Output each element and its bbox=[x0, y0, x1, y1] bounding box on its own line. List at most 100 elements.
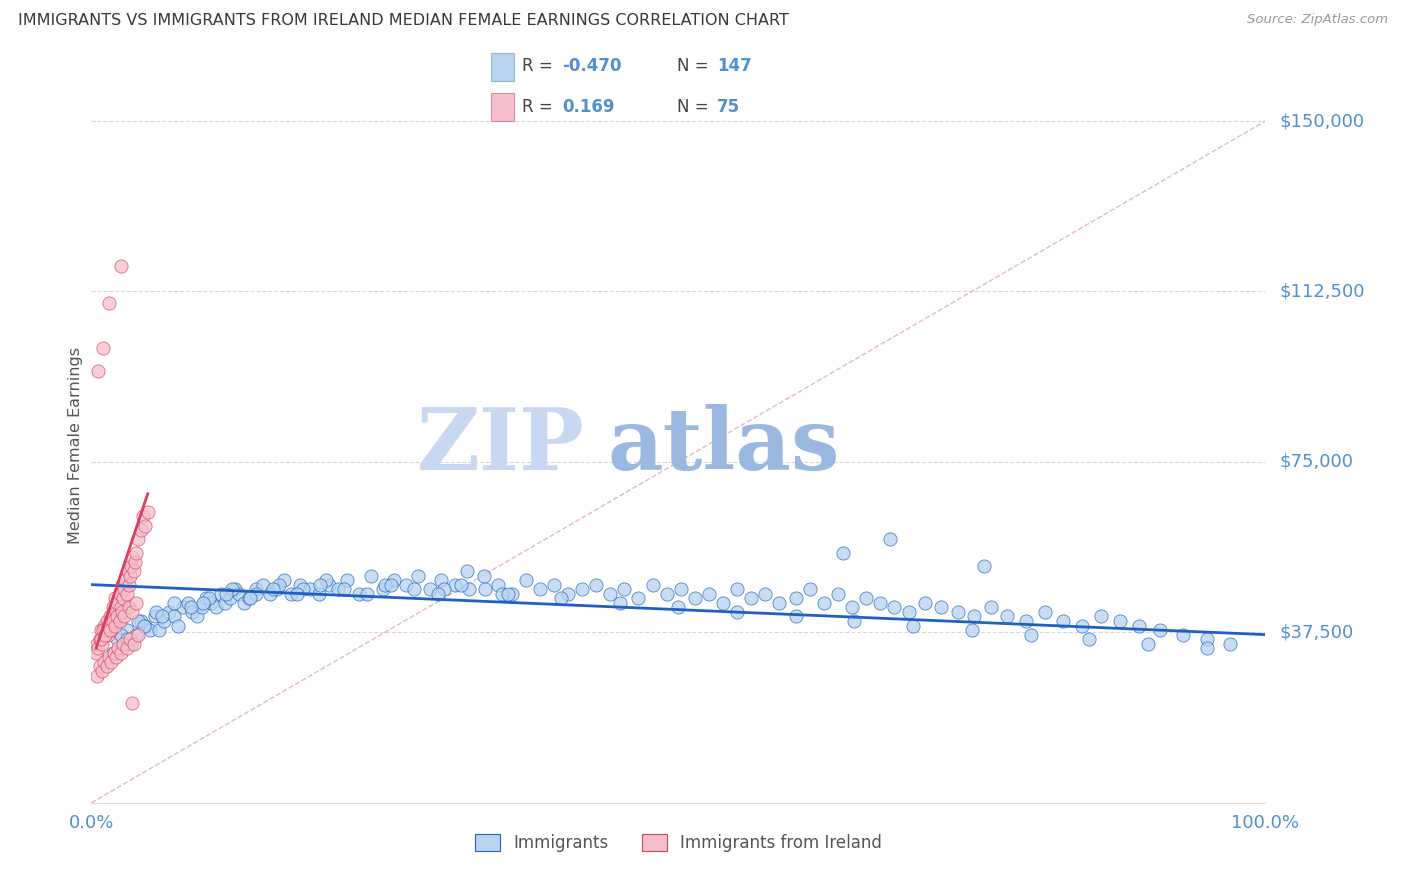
Point bbox=[655, 587, 678, 601]
Point bbox=[318, 577, 340, 591]
Point bbox=[432, 582, 454, 597]
Point bbox=[1219, 637, 1241, 651]
Point bbox=[491, 587, 513, 601]
Point bbox=[129, 614, 152, 628]
Point bbox=[472, 568, 495, 582]
Point bbox=[110, 627, 132, 641]
Point bbox=[291, 582, 314, 597]
Point bbox=[91, 664, 114, 678]
Point bbox=[841, 600, 863, 615]
Point bbox=[456, 564, 478, 578]
Point bbox=[120, 632, 142, 647]
Point bbox=[157, 605, 180, 619]
Point bbox=[308, 587, 330, 601]
Point bbox=[360, 568, 382, 582]
Point bbox=[395, 577, 418, 591]
Point bbox=[90, 632, 112, 647]
Point bbox=[205, 600, 228, 615]
Point bbox=[125, 596, 148, 610]
Point bbox=[118, 577, 141, 591]
Point bbox=[104, 591, 127, 606]
Point bbox=[112, 582, 135, 597]
Point bbox=[115, 623, 138, 637]
Point bbox=[100, 623, 122, 637]
Point bbox=[960, 623, 983, 637]
Point bbox=[121, 550, 143, 565]
Point bbox=[901, 618, 924, 632]
Point bbox=[347, 587, 370, 601]
Point bbox=[1090, 609, 1112, 624]
Point bbox=[1052, 614, 1074, 628]
Point bbox=[799, 582, 821, 597]
Point bbox=[121, 605, 143, 619]
Point bbox=[98, 618, 121, 632]
Legend: Immigrants, Immigrants from Ireland: Immigrants, Immigrants from Ireland bbox=[468, 827, 889, 859]
Point bbox=[259, 587, 281, 601]
Point bbox=[406, 568, 429, 582]
Point bbox=[609, 596, 631, 610]
Point bbox=[238, 591, 260, 606]
Point bbox=[110, 260, 132, 274]
Point bbox=[120, 568, 142, 582]
Point bbox=[108, 587, 131, 601]
Point bbox=[995, 609, 1018, 624]
Point bbox=[107, 641, 129, 656]
Point bbox=[139, 623, 162, 637]
Point bbox=[219, 591, 242, 606]
Point bbox=[285, 587, 308, 601]
Text: $150,000: $150,000 bbox=[1279, 112, 1364, 130]
Point bbox=[1015, 614, 1038, 628]
Text: 75: 75 bbox=[717, 98, 740, 116]
Point bbox=[214, 596, 236, 610]
Point bbox=[380, 577, 402, 591]
Point bbox=[486, 577, 509, 591]
Text: $112,500: $112,500 bbox=[1279, 283, 1365, 301]
Point bbox=[326, 582, 349, 597]
Point bbox=[115, 587, 138, 601]
Point bbox=[333, 582, 356, 597]
Point bbox=[105, 609, 128, 624]
Point bbox=[879, 532, 901, 546]
Point bbox=[195, 591, 218, 606]
Point bbox=[426, 587, 449, 601]
Point bbox=[869, 596, 891, 610]
Point bbox=[110, 646, 132, 660]
Point bbox=[186, 609, 208, 624]
Point bbox=[122, 564, 145, 578]
Text: $75,000: $75,000 bbox=[1279, 453, 1354, 471]
Point bbox=[103, 646, 125, 660]
Point bbox=[143, 609, 166, 624]
Point bbox=[153, 614, 176, 628]
Point bbox=[1019, 627, 1042, 641]
Point bbox=[262, 582, 284, 597]
Point bbox=[111, 641, 134, 656]
Point bbox=[683, 591, 706, 606]
Point bbox=[298, 582, 321, 597]
Text: R =: R = bbox=[522, 57, 553, 75]
Point bbox=[273, 573, 295, 587]
Point bbox=[245, 587, 267, 601]
Text: 147: 147 bbox=[717, 57, 752, 75]
Point bbox=[89, 632, 111, 647]
Point bbox=[785, 591, 807, 606]
Point bbox=[883, 600, 905, 615]
Point bbox=[97, 627, 120, 641]
Point bbox=[585, 577, 607, 591]
Point bbox=[125, 627, 148, 641]
Point bbox=[914, 596, 936, 610]
Point bbox=[382, 573, 405, 587]
Point bbox=[103, 614, 125, 628]
Point bbox=[1195, 632, 1218, 647]
Point bbox=[1078, 632, 1101, 647]
Text: ZIP: ZIP bbox=[416, 404, 585, 488]
Point bbox=[666, 600, 689, 615]
Point bbox=[855, 591, 877, 606]
Point bbox=[112, 591, 135, 606]
Point bbox=[105, 650, 128, 665]
Point bbox=[356, 587, 378, 601]
Point bbox=[1033, 605, 1056, 619]
Point bbox=[209, 587, 232, 601]
Point bbox=[474, 582, 496, 597]
Point bbox=[336, 573, 359, 587]
Point bbox=[87, 641, 110, 656]
